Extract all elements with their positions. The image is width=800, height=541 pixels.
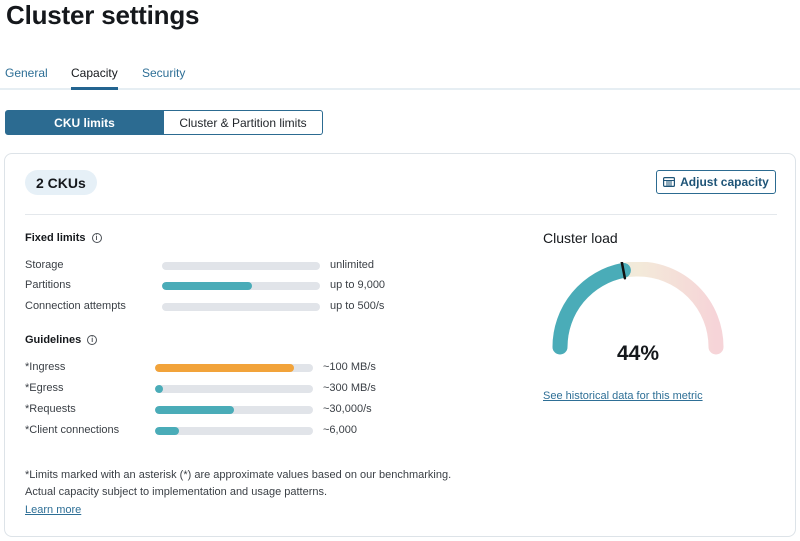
limit-bar-fill [162, 282, 253, 290]
limit-label: Partitions [25, 279, 71, 291]
gauge-fill [552, 262, 631, 355]
limit-value: up to 500/s [330, 300, 385, 312]
fixed-limits-title: Fixed limits [25, 232, 86, 244]
guideline-label: *Egress [25, 382, 64, 394]
limit-value: up to 9,000 [330, 279, 386, 291]
gauge-needle [620, 262, 627, 280]
guideline-bar [155, 385, 313, 393]
guideline-bar [155, 406, 313, 414]
tab-security[interactable]: Security [142, 66, 186, 80]
table-icon [663, 177, 676, 187]
cluster-load-title: Cluster load [543, 230, 618, 246]
header-divider [25, 214, 777, 215]
adjust-capacity-label: Adjust capacity [680, 175, 769, 189]
gauge-track [552, 262, 724, 355]
guideline-value: ~30,000/s [323, 403, 372, 415]
limits-segmented-control: CKU limits Cluster & Partition limits [5, 110, 323, 135]
cku-limits-segment[interactable]: CKU limits [5, 110, 164, 135]
guideline-row-requests: *Requests ~30,000/s [25, 403, 445, 417]
historical-data-link[interactable]: See historical data for this metric [543, 390, 703, 402]
limit-value: unlimited [330, 259, 375, 271]
guideline-bar-fill [155, 385, 163, 393]
limit-bar [162, 262, 320, 270]
fixed-limits-heading: Fixed limits i [25, 232, 102, 244]
tab-capacity[interactable]: Capacity [71, 66, 118, 90]
guideline-bar-fill [155, 406, 234, 414]
guideline-value: ~300 MB/s [323, 382, 376, 394]
limit-row-connection-attempts: Connection attempts up to 500/s [25, 300, 445, 314]
guideline-row-ingress: *Ingress ~100 MB/s [25, 361, 445, 375]
cku-count-badge: 2 CKUs [25, 170, 97, 195]
guideline-label: *Requests [25, 403, 76, 415]
learn-more-link[interactable]: Learn more [25, 504, 82, 516]
footnote-line-2: Actual capacity subject to implementatio… [25, 486, 328, 498]
guideline-label: *Ingress [25, 361, 66, 373]
guideline-bar-fill [155, 364, 295, 372]
tab-bar: General Capacity Security [0, 60, 800, 90]
cluster-partition-limits-segment[interactable]: Cluster & Partition limits [164, 110, 323, 135]
limit-bar [162, 303, 320, 311]
adjust-capacity-button[interactable]: Adjust capacity [656, 170, 776, 194]
guideline-bar [155, 364, 313, 372]
limit-label: Connection attempts [25, 300, 126, 312]
cluster-load-percent: 44% [616, 342, 660, 365]
cluster-load-gauge [552, 262, 724, 355]
guideline-label: *Client connections [25, 424, 120, 436]
guideline-row-egress: *Egress ~300 MB/s [25, 382, 445, 396]
guideline-value: ~6,000 [323, 424, 357, 436]
guideline-bar [155, 427, 313, 435]
guidelines-title: Guidelines [25, 334, 82, 346]
page-title: Cluster settings [6, 0, 200, 30]
info-icon[interactable]: i [87, 335, 98, 345]
limit-label: Storage [25, 259, 64, 271]
capacity-card: 2 CKUs Adjust capacity Fixed limits i St… [4, 153, 796, 537]
info-icon[interactable]: i [91, 233, 102, 243]
limit-row-partitions: Partitions up to 9,000 [25, 279, 445, 293]
guidelines-heading: Guidelines i [25, 334, 98, 346]
guideline-bar-fill [155, 427, 179, 435]
guideline-value: ~100 MB/s [323, 361, 376, 373]
footnote-line-1: *Limits marked with an asterisk (*) are … [25, 469, 452, 481]
tab-general[interactable]: General [5, 66, 48, 80]
limit-row-storage: Storage unlimited [25, 259, 445, 273]
limit-bar [162, 282, 320, 290]
guideline-row-client-connections: *Client connections ~6,000 [25, 424, 445, 438]
